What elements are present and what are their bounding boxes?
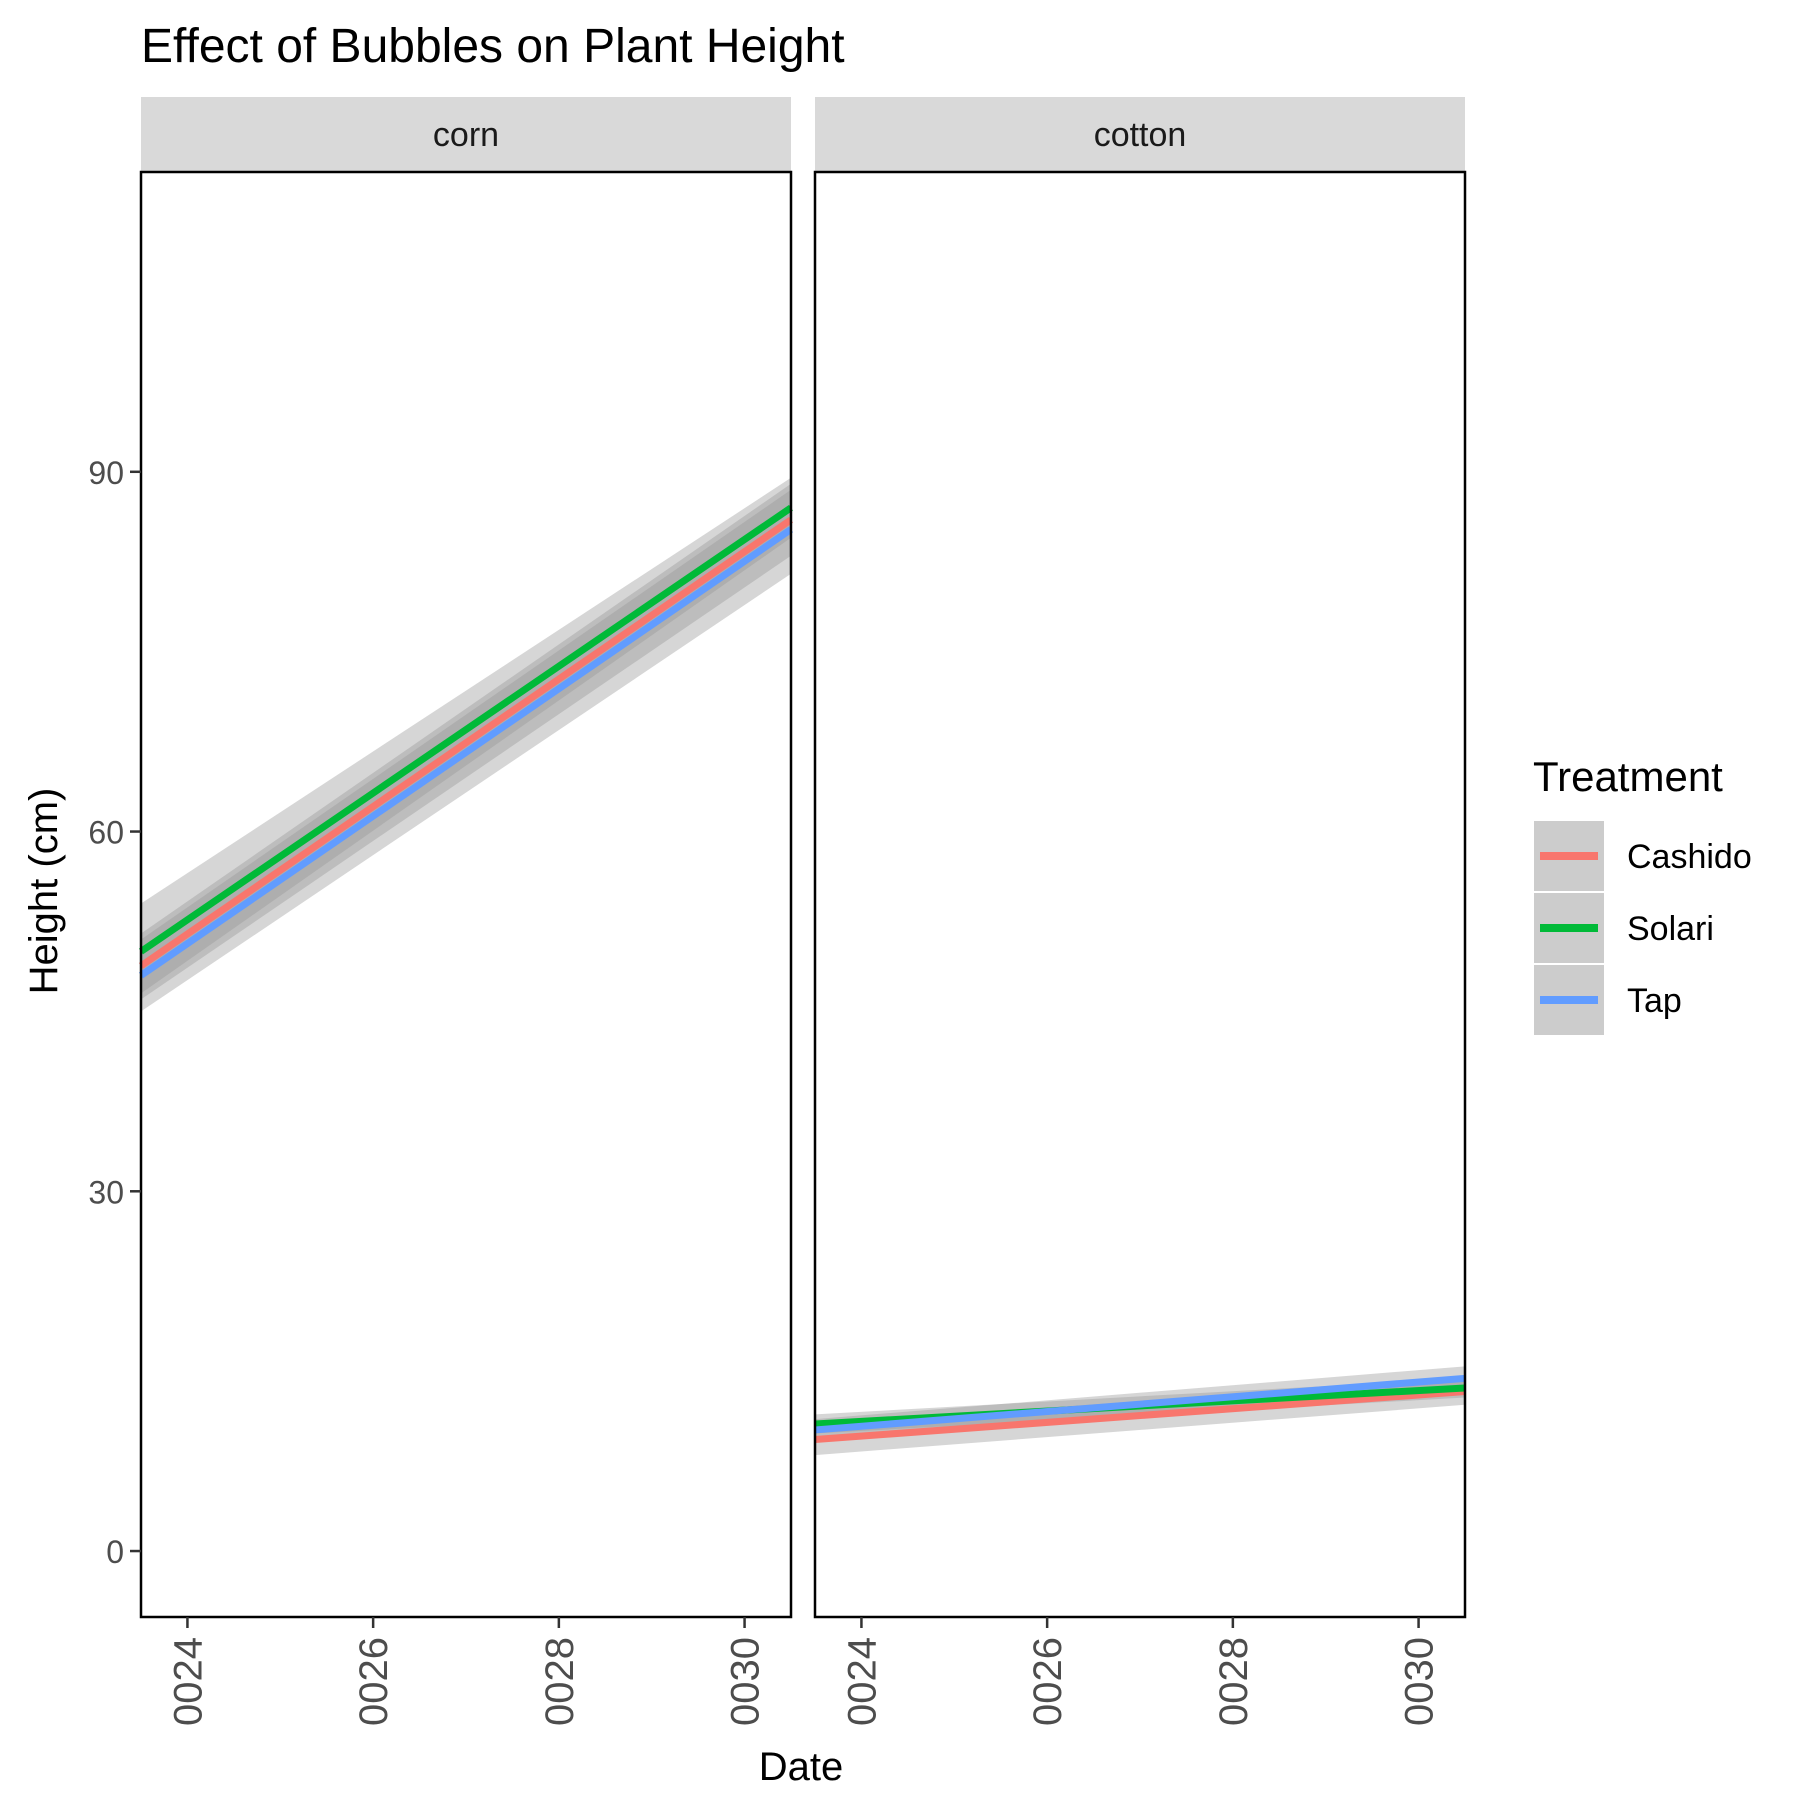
x-tick-label: 0030 <box>724 1637 768 1726</box>
legend-item-cashido: Cashido <box>1532 819 1752 893</box>
x-tick-label: 0024 <box>840 1637 884 1726</box>
y-axis-label: Height (cm) <box>22 788 66 995</box>
chart-title: Effect of Bubbles on Plant Height <box>141 20 845 73</box>
x-tick-label: 0030 <box>1398 1637 1442 1726</box>
x-tick-label: 0024 <box>166 1637 210 1726</box>
facet-strip-label: corn <box>433 116 499 154</box>
legend-item-tap: Tap <box>1532 963 1682 1037</box>
legend-item-solari: Solari <box>1532 891 1714 965</box>
panel-cotton: cotton 0024 0026 0028 0030 <box>813 97 1467 1726</box>
legend-item-label: Cashido <box>1627 838 1752 876</box>
trend-line-tap <box>814 1374 1466 1434</box>
y-tick-label: 60 <box>88 815 124 851</box>
x-tick-label: 0026 <box>1026 1637 1070 1726</box>
x-tick-label: 0028 <box>538 1637 582 1726</box>
legend-item-label: Solari <box>1627 910 1714 948</box>
y-tick-label: 90 <box>88 455 124 491</box>
legend: Treatment Cashido Solari Tap <box>1532 753 1752 1037</box>
legend-item-label: Tap <box>1627 982 1682 1020</box>
y-tick-label: 30 <box>88 1174 124 1210</box>
x-tick-label: 0028 <box>1212 1637 1256 1726</box>
panel-corn: corn 0024 0026 0028 0030 0 30 60 90 <box>88 97 793 1726</box>
y-tick-label: 0 <box>106 1534 124 1570</box>
legend-title: Treatment <box>1533 753 1723 800</box>
facet-strip-label: cotton <box>1094 116 1187 154</box>
x-axis-label: Date <box>759 1745 844 1789</box>
x-tick-label: 0026 <box>352 1637 396 1726</box>
trend-line-solari <box>139 504 793 955</box>
trend-line-tap <box>139 526 793 979</box>
panel-background <box>815 172 1465 1617</box>
panel-border <box>139 170 793 1619</box>
facet-strip <box>141 97 791 172</box>
facet-strip <box>815 97 1465 172</box>
trend-line-cashido <box>139 516 793 969</box>
panel-border <box>813 170 1467 1619</box>
trend-line-cashido <box>814 1388 1466 1444</box>
